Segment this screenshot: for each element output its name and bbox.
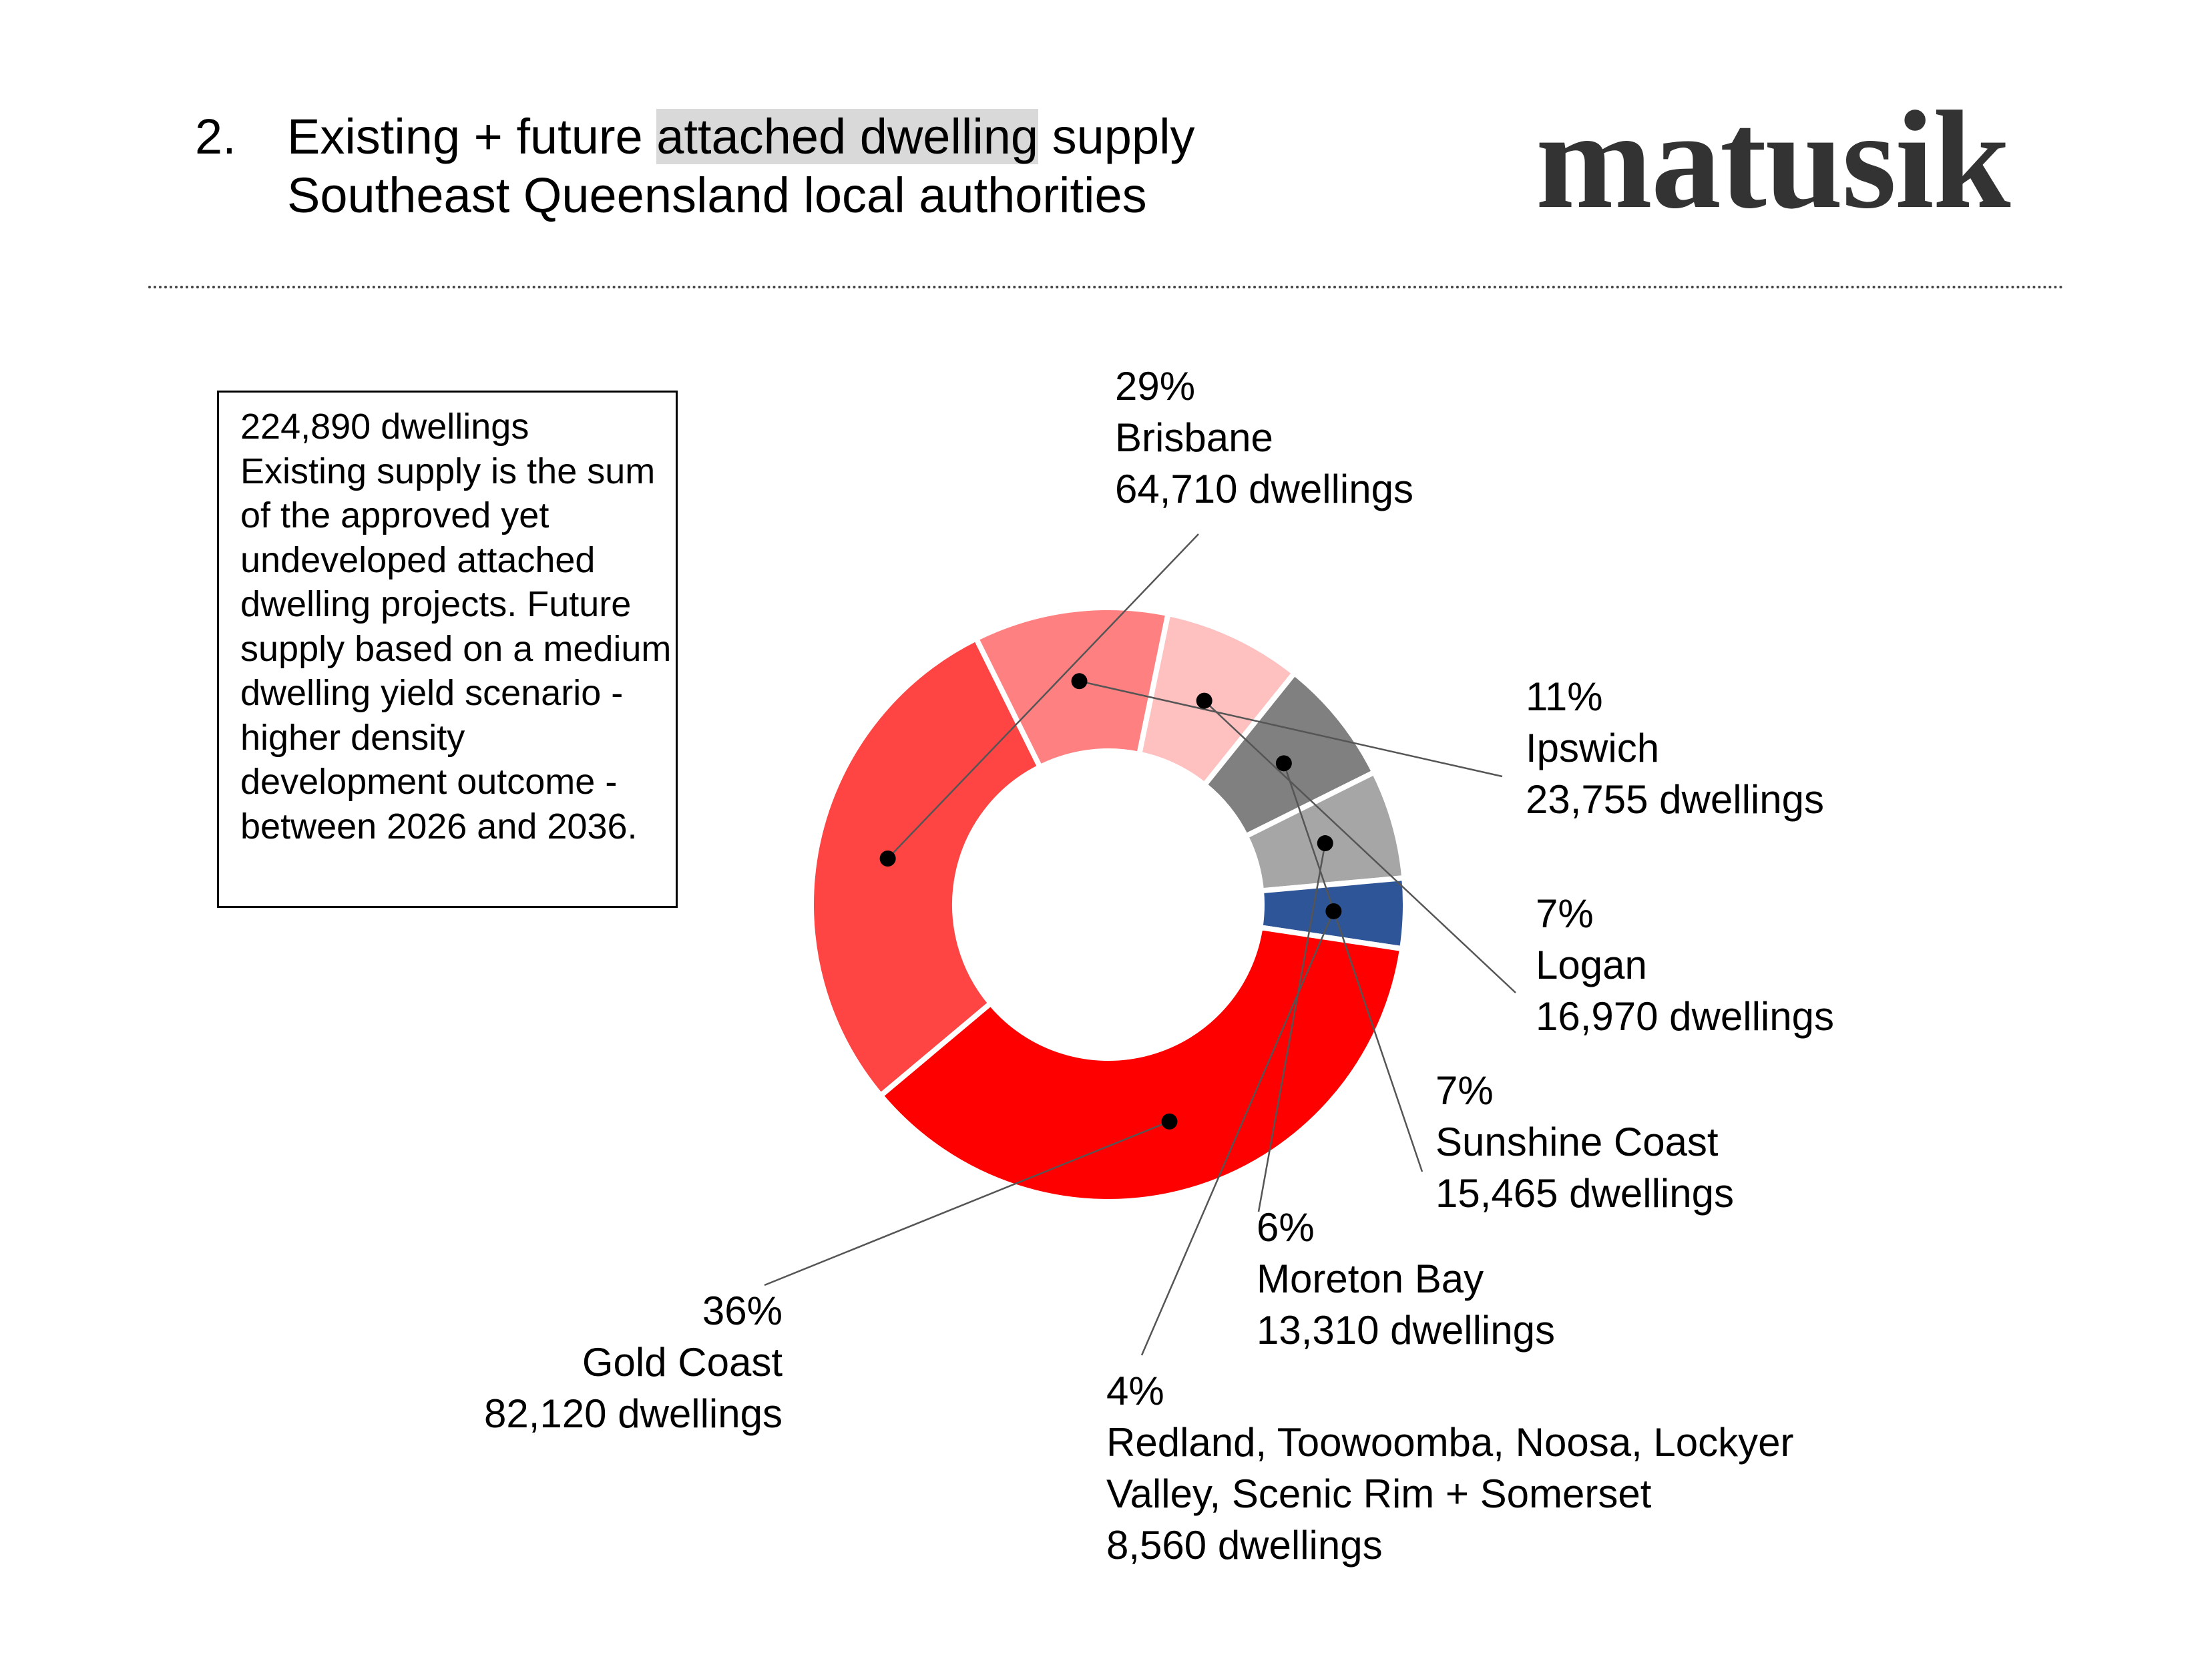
dotted-divider <box>148 286 2064 288</box>
slice-dot-sunshine-coast <box>1275 755 1292 772</box>
label-sunshine-coast-pct: 7% <box>1435 1068 1494 1113</box>
slice-brisbane <box>809 635 1044 1100</box>
label-gold-coast-dwellings: 82,120 dwellings <box>484 1391 783 1436</box>
label-brisbane: 29% Brisbane 64,710 dwellings <box>1115 361 1413 515</box>
title-post: supply <box>1038 109 1195 164</box>
title-pre: Existing + future <box>287 109 657 164</box>
slice-dot-brisbane <box>879 851 896 867</box>
label-sunshine-coast-dwellings: 15,465 dwellings <box>1435 1171 1734 1216</box>
slice-dot-moreton-bay <box>1317 835 1333 852</box>
label-gold-coast: 36% Gold Coast 82,120 dwellings <box>374 1285 783 1439</box>
label-logan-pct: 7% <box>1536 891 1594 936</box>
label-brisbane-pct: 29% <box>1115 364 1196 409</box>
label-moreton-bay-name: Moreton Bay <box>1257 1256 1484 1301</box>
label-moreton-bay-pct: 6% <box>1257 1205 1315 1250</box>
label-ipswich-name: Ipswich <box>1526 726 1660 770</box>
matusik-logo: matusik <box>1536 83 2011 238</box>
title-highlight: attached dwelling <box>656 109 1039 164</box>
label-gold-coast-pct: 36% <box>702 1288 783 1333</box>
leader-line-other-councils <box>1140 911 1335 1356</box>
label-logan-dwellings: 16,970 dwellings <box>1536 994 1834 1039</box>
slide-number: 2. <box>195 109 236 164</box>
label-sunshine-coast-name: Sunshine Coast <box>1435 1120 1719 1164</box>
label-brisbane-dwellings: 64,710 dwellings <box>1115 467 1413 511</box>
label-other-councils-name-line2: Valley, Scenic Rim + Somerset <box>1106 1471 1652 1516</box>
label-moreton-bay: 6% Moreton Bay 13,310 dwellings <box>1257 1202 1555 1356</box>
leader-line-moreton-bay <box>1257 843 1326 1212</box>
label-brisbane-name: Brisbane <box>1115 415 1273 460</box>
slice-gold-coast <box>877 924 1405 1204</box>
slice-dot-ipswich <box>1071 673 1088 690</box>
note-text: Existing supply is the sum of the approv… <box>240 451 672 847</box>
label-logan: 7% Logan 16,970 dwellings <box>1536 888 1834 1042</box>
note-total: 224,890 dwellings <box>240 407 529 447</box>
slide-title: Existing + future attached dwelling supp… <box>287 107 1195 167</box>
label-other-councils-pct: 4% <box>1106 1369 1164 1413</box>
leader-line-gold-coast <box>764 1120 1170 1286</box>
label-ipswich-pct: 11% <box>1526 674 1603 719</box>
leader-line-logan <box>1203 700 1516 993</box>
label-moreton-bay-dwellings: 13,310 dwellings <box>1257 1308 1555 1353</box>
donut-slices <box>809 605 1408 1204</box>
label-ipswich-dwellings: 23,755 dwellings <box>1526 777 1824 822</box>
label-ipswich: 11% Ipswich 23,755 dwellings <box>1526 671 1824 825</box>
slide-subtitle: Southeast Queensland local authorities <box>287 168 1147 223</box>
label-other-councils-name-line1: Redland, Toowoomba, Noosa, Lockyer <box>1106 1420 1794 1465</box>
slice-dot-logan <box>1196 692 1212 709</box>
label-gold-coast-name: Gold Coast <box>582 1340 783 1385</box>
note-box: 224,890 dwellings Existing supply is the… <box>217 391 678 908</box>
label-other-councils-dwellings: 8,560 dwellings <box>1106 1523 1383 1568</box>
slice-dot-gold-coast <box>1161 1113 1178 1130</box>
leader-line-ipswich <box>1079 680 1503 778</box>
leader-lines <box>764 533 1516 1356</box>
label-other-councils: 4% Redland, Toowoomba, Noosa, Lockyer Va… <box>1106 1365 1794 1571</box>
label-sunshine-coast: 7% Sunshine Coast 15,465 dwellings <box>1435 1065 1734 1219</box>
leader-line-sunshine-coast <box>1283 762 1423 1172</box>
leader-line-brisbane <box>887 533 1199 859</box>
label-logan-name: Logan <box>1536 943 1647 987</box>
slice-dot-other-councils <box>1325 903 1342 919</box>
